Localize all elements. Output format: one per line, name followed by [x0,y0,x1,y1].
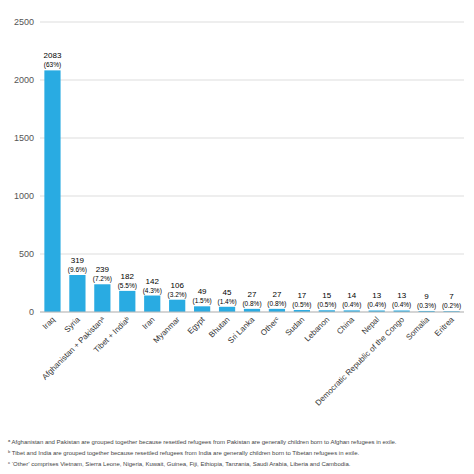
bar [94,284,110,312]
percentage-label: (9.6%) [68,266,87,274]
percentage-label: (7.2%) [93,275,112,283]
bar [194,306,210,312]
value-label: 49 [198,287,207,296]
value-label: 15 [322,291,331,300]
chart: 0 500 1000 1500 2000 2500 2083(63%) 319(9.6%) 23… [0,0,474,474]
x-tick-label: Sudan [284,315,307,338]
percentage-label: (0.4%) [342,301,361,309]
footnote: ᶜ ‘Other’ comprises Vietnam, Sierra Leon… [8,461,351,467]
x-tick-label: Bhutan [207,315,231,339]
x-tick-label: Democratic Republic of the Congo [314,315,407,408]
value-label: 17 [297,291,306,300]
y-tick-label: 2000 [14,75,34,85]
percentage-label: (0.3%) [417,302,436,310]
percentage-label: (0.8%) [242,300,261,308]
percentage-label: (1.4%) [217,298,236,306]
data-labels: 2083(63%)319(9.6%)239(7.2%)182(5.5%)142(… [44,51,462,310]
x-axis: IraqSyriaAfghanistan + PakistanᵃTibet + … [40,314,456,407]
value-label: 27 [272,290,281,299]
x-tick-label: Iran [141,315,157,331]
percentage-label: (0.2%) [442,302,461,310]
footnote: ᵃ Afghanistan and Pakistan are grouped t… [8,439,397,445]
grid-line [40,196,464,197]
grid [40,22,464,312]
grid-line [40,22,464,23]
value-label: 2083 [44,51,62,60]
value-label: 45 [223,288,232,297]
x-axis-line [40,312,464,313]
value-label: 182 [121,272,135,281]
bar [119,291,135,312]
percentage-label: (0.8%) [267,300,286,308]
y-tick-label: 500 [19,249,34,259]
footnotes: ᵃ Afghanistan and Pakistan are grouped t… [8,439,397,467]
percentage-label: (0.4%) [367,301,386,309]
percentage-label: (0.5%) [317,301,336,309]
y-tick-label: 1000 [14,191,34,201]
bars [44,70,459,312]
bar [144,296,160,312]
value-label: 13 [372,291,381,300]
y-tick-label: 2500 [14,17,34,27]
x-tick-label: Iraq [41,315,57,331]
value-label: 9 [424,292,429,301]
x-tick-label: Myanmar [152,315,182,345]
x-tick-label: Lebanon [303,315,331,343]
x-tick-label: Tibet + Indiaᵇ [92,315,132,355]
y-tick-label: 0 [29,307,34,317]
x-tick-label: Sri Lanka [226,315,257,346]
value-label: 239 [96,265,110,274]
value-label: 14 [347,291,356,300]
value-label: 13 [397,291,406,300]
value-label: 319 [71,256,85,265]
grid-line [40,138,464,139]
value-label: 7 [449,292,454,301]
percentage-label: (5.5%) [118,282,137,290]
percentage-label: (0.4%) [392,301,411,309]
bar [169,300,185,312]
x-tick-label: Somalia [404,315,431,342]
value-label: 142 [146,277,160,286]
grid-line [40,80,464,81]
x-tick-label: Eritrea [433,315,456,338]
bar [69,275,85,312]
footnote: ᵇ Tibet and India are grouped together b… [8,450,359,456]
grid-line [40,312,464,313]
percentage-label: (63%) [44,61,61,69]
y-axis: 0 500 1000 1500 2000 2500 [14,17,34,317]
x-tick-label: China [335,315,357,337]
percentage-label: (3.2%) [168,291,187,299]
x-tick-label: Nepal [360,315,381,336]
x-tick-label: Otherᶜ [259,315,282,338]
percentage-label: (0.5%) [292,301,311,309]
percentage-label: (4.3%) [143,287,162,295]
bar [219,307,235,312]
x-tick-label: Egypt [186,315,207,336]
y-tick-label: 1500 [14,133,34,143]
percentage-label: (1.5%) [193,297,212,305]
bar [44,70,60,312]
value-label: 106 [170,281,184,290]
x-tick-label: Syria [63,315,83,335]
value-label: 27 [248,290,257,299]
grid-line [40,254,464,255]
